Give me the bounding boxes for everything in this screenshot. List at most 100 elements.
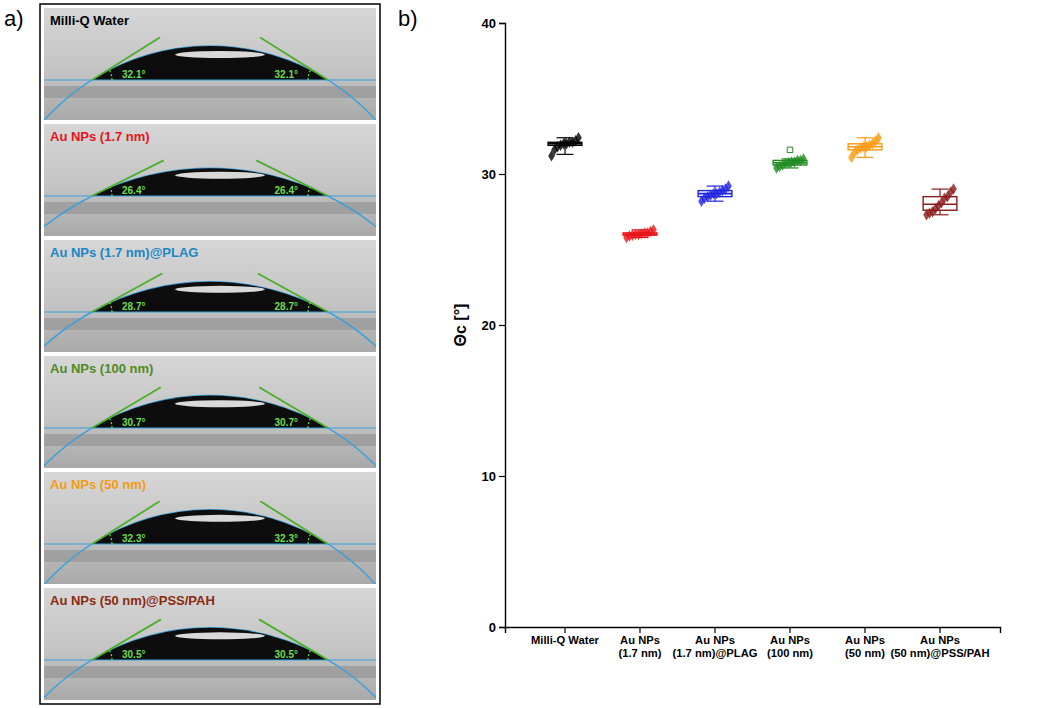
angle-arc bbox=[110, 187, 112, 196]
axis-title: Θc [°] bbox=[452, 304, 469, 347]
angle-label: 30.5° bbox=[122, 649, 145, 660]
angle-arc bbox=[308, 302, 310, 312]
whisker bbox=[864, 138, 865, 144]
tangent-line bbox=[92, 619, 161, 660]
tick-mark bbox=[789, 627, 790, 633]
tangent-line bbox=[92, 387, 161, 428]
whisker-cap bbox=[707, 201, 724, 202]
tangent-line bbox=[260, 501, 328, 544]
whisker-cap bbox=[857, 137, 874, 138]
data-point bbox=[875, 132, 882, 143]
angle-arc bbox=[110, 302, 112, 312]
tick-label: Au NPs(1.7 nm) bbox=[619, 634, 662, 659]
whisker bbox=[939, 189, 940, 197]
angle-arc bbox=[109, 418, 112, 428]
data-point bbox=[575, 132, 582, 143]
droplet-highlight bbox=[175, 515, 265, 522]
droplet-photo: 30.7°30.7°Au NPs (100 nm) bbox=[0, 356, 441, 708]
tick: Au NPs(1.7 nm) bbox=[619, 627, 662, 659]
y-axis: 0 10 20 30 40 bbox=[482, 16, 506, 635]
droplet-photo: 28.7° 28.7° Au NPs (1.7 nm)@PLAG bbox=[0, 240, 456, 708]
axis-line bbox=[499, 24, 506, 628]
droplet-highlight bbox=[175, 172, 265, 179]
tick: Milli-Q Water bbox=[531, 627, 600, 646]
tick: Au NPs(1.7 nm)@PLAG bbox=[673, 627, 758, 659]
tick-label: 0 bbox=[489, 620, 496, 635]
fit-circle bbox=[44, 510, 376, 584]
droplet-highlight bbox=[175, 632, 265, 639]
angle-arc bbox=[308, 187, 310, 196]
angle-label: 32.3° bbox=[275, 533, 298, 544]
tick-label: 10 bbox=[482, 469, 496, 484]
substrate-reflection bbox=[44, 550, 376, 562]
box-group bbox=[848, 132, 882, 163]
tick-label: 40 bbox=[482, 16, 496, 31]
box-group bbox=[923, 183, 957, 220]
figure: a)32.1°32.1°Milli-Q Water26.4°26.4°Au NP… bbox=[0, 0, 1058, 708]
tick-mark bbox=[499, 627, 505, 628]
droplet bbox=[92, 510, 328, 544]
box-group bbox=[623, 224, 657, 243]
tick: 40 bbox=[482, 16, 505, 31]
panel-letter: b) bbox=[398, 6, 418, 31]
tick-mark bbox=[499, 325, 505, 326]
sample-label: Au NPs (1.7 nm)@PLAG bbox=[50, 245, 198, 260]
tick-label: 30 bbox=[482, 167, 496, 182]
sample-label: Milli-Q Water bbox=[50, 13, 129, 28]
angle-arc bbox=[308, 533, 311, 544]
droplet bbox=[92, 46, 328, 80]
fit-circle bbox=[44, 46, 376, 120]
angle-label: 28.7° bbox=[122, 301, 145, 312]
droplet-highlight bbox=[175, 400, 265, 407]
tick-label: Au NPs(50 nm) bbox=[845, 634, 885, 659]
droplet-photo: 32.3°32.3°Au NPs (50 nm) bbox=[0, 472, 431, 708]
angle-label: 30.7° bbox=[275, 417, 298, 428]
droplet-photo: 30.5° 30.5° Au NPs (50 nm)@PSS/PAH bbox=[0, 588, 442, 708]
panel-frame bbox=[40, 4, 380, 704]
tick-mark bbox=[499, 23, 505, 24]
photo-background bbox=[44, 472, 376, 584]
whisker-cap bbox=[932, 189, 949, 190]
box-group bbox=[698, 180, 732, 207]
tick: 20 bbox=[482, 318, 505, 333]
whisker bbox=[864, 150, 865, 158]
angle-label: 32.3° bbox=[122, 533, 145, 544]
tick: 30 bbox=[482, 167, 505, 182]
sample-label: Au NPs (50 nm)@PSS/PAH bbox=[50, 593, 215, 608]
data-point bbox=[650, 224, 657, 235]
angle-label: 28.7° bbox=[275, 301, 298, 312]
tick-label: Au NPs(1.7 nm)@PLAG bbox=[673, 634, 758, 659]
photo-background bbox=[44, 356, 376, 468]
angle-arc bbox=[109, 650, 112, 660]
x-axis: Milli-Q Water Au NPs(1.7 nm) Au NPs(1.7 nm… bbox=[506, 627, 1001, 659]
panel-a: 32.1°32.1°Milli-Q Water26.4°26.4°Au NPs … bbox=[0, 4, 475, 708]
droplet bbox=[92, 168, 328, 196]
data-point bbox=[950, 183, 957, 194]
tangent-line bbox=[92, 160, 164, 196]
tangent-line bbox=[256, 160, 328, 196]
angle-arc bbox=[308, 418, 311, 428]
box-group bbox=[773, 147, 807, 174]
angle-arc bbox=[109, 533, 112, 544]
tick-mark bbox=[499, 174, 505, 175]
fit-circle bbox=[44, 628, 376, 700]
droplet-photo: 26.4°26.4°Au NPs (1.7 nm) bbox=[0, 124, 475, 699]
droplet bbox=[92, 628, 328, 660]
tick-mark bbox=[939, 627, 940, 633]
tangent-line bbox=[259, 387, 328, 428]
fit-circle bbox=[44, 282, 376, 352]
substrate-reflection bbox=[44, 202, 376, 214]
tangent-line bbox=[92, 501, 160, 544]
tick-mark bbox=[564, 627, 565, 633]
tangent-line bbox=[259, 619, 328, 660]
tick-label: Au NPs(100 nm) bbox=[767, 634, 813, 659]
droplet bbox=[92, 396, 328, 428]
angle-label: 32.1° bbox=[122, 69, 145, 80]
tick-mark bbox=[864, 627, 865, 633]
photo-background bbox=[44, 8, 376, 120]
tick: 0 bbox=[489, 620, 505, 635]
plot-marks bbox=[548, 132, 957, 243]
angle-label: 30.7° bbox=[122, 417, 145, 428]
angle-label: 30.5° bbox=[275, 649, 298, 660]
substrate-reflection bbox=[44, 666, 376, 678]
